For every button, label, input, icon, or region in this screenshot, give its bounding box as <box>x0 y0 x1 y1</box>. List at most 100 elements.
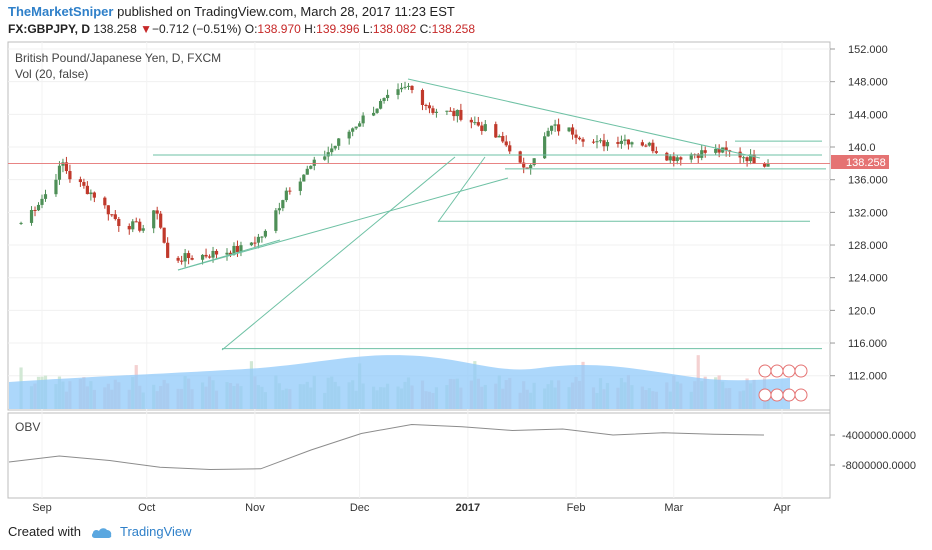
time-tick-label: Feb <box>567 502 586 514</box>
candle-body <box>605 142 610 147</box>
price-chart[interactable]: 152.000 148.000 144.000 140.0 136.000 132.000… <box>0 0 932 520</box>
measured-move-line[interactable] <box>437 156 486 223</box>
low-value: 138.082 <box>372 22 417 36</box>
candle-body <box>204 254 208 257</box>
candle-body <box>305 168 309 175</box>
candle-body <box>274 210 278 231</box>
grid <box>8 42 830 498</box>
candle-body <box>448 110 452 112</box>
candle-body <box>434 111 439 113</box>
volume-label: Vol (20, false) <box>15 67 88 81</box>
price-tick-label: 152.000 <box>848 44 888 56</box>
candle-body <box>570 127 575 135</box>
ohlc-header: FX:GBPJPY, D 138.258 ▼−0.712 (−0.51%) O:… <box>8 22 475 36</box>
candle-body <box>546 130 550 137</box>
candle-body <box>459 109 463 120</box>
candle-body <box>309 165 313 169</box>
candle-body <box>117 218 121 227</box>
flag-icon[interactable] <box>782 388 796 402</box>
candle-body <box>92 192 96 198</box>
candle-body <box>347 131 351 139</box>
candle-body <box>651 142 655 152</box>
candle-body <box>103 197 107 206</box>
flag-icon[interactable] <box>794 388 808 402</box>
measured-move-line[interactable] <box>221 156 456 351</box>
candle-body <box>183 253 187 262</box>
flag-icon[interactable] <box>794 364 808 378</box>
candle-body <box>616 142 620 144</box>
symbol-label: FX:GBPJPY, D <box>8 22 91 36</box>
candle-body <box>598 140 603 142</box>
time-tick-label: Nov <box>245 502 265 514</box>
candle-body <box>190 258 194 260</box>
time-tick-label: Mar <box>664 502 683 514</box>
tradingview-brand-link[interactable]: TradingView <box>120 524 192 539</box>
publish-header: TheMarketSniper published on TradingView… <box>8 4 455 19</box>
candle-body <box>82 182 86 186</box>
flag-icon[interactable] <box>782 364 796 378</box>
candle-body <box>214 250 219 255</box>
event-flags[interactable] <box>758 364 808 402</box>
close-value: 138.258 <box>431 22 476 36</box>
flag-icon[interactable] <box>770 388 784 402</box>
trend-lines <box>8 78 830 351</box>
candle-body <box>78 179 82 183</box>
candle-body <box>127 226 131 230</box>
candle-body <box>29 209 34 223</box>
candle-body <box>256 236 261 243</box>
open-label: O: <box>244 22 258 36</box>
candle-body <box>567 127 571 132</box>
candle-body <box>155 210 159 214</box>
obv-series-line <box>8 423 765 471</box>
candle-body <box>54 179 58 195</box>
candle-body <box>406 85 411 87</box>
candle-body <box>550 125 554 131</box>
candle-body <box>455 109 459 117</box>
candle-body <box>518 151 522 163</box>
flag-icon[interactable] <box>758 364 772 378</box>
ascending-trendline[interactable] <box>177 239 281 271</box>
candle-body <box>647 142 651 146</box>
footer: Created with TradingView <box>8 524 192 539</box>
candle-body <box>679 157 683 160</box>
candle-body <box>134 221 138 223</box>
candle-body <box>131 221 135 230</box>
candle-body <box>378 100 383 109</box>
author-link[interactable]: TheMarketSniper <box>8 4 114 19</box>
candle-body <box>106 205 110 215</box>
candle-body <box>480 125 484 131</box>
obv-label: OBV <box>15 420 40 434</box>
candle-body <box>351 128 355 132</box>
time-tick-label: Oct <box>138 502 155 514</box>
time-tick-label: 2017 <box>456 502 480 514</box>
candle-body <box>33 209 37 211</box>
candle-body <box>239 245 243 253</box>
price-tick-label: 148.000 <box>848 77 888 89</box>
candle-body <box>445 110 449 112</box>
candle-body <box>159 213 163 228</box>
candle-body <box>284 190 288 201</box>
flag-icon[interactable] <box>770 364 784 378</box>
candle-body <box>525 167 529 169</box>
candle-body <box>312 159 316 166</box>
candle-body <box>399 87 404 90</box>
candle-body <box>64 162 69 172</box>
axes: 152.000 148.000 144.000 140.0 136.000 132.000… <box>32 44 916 514</box>
candle-body <box>61 162 65 166</box>
ascending-trendline[interactable] <box>177 177 509 271</box>
candle-body <box>675 157 679 161</box>
change-arrow-icon: ▼ <box>140 22 152 36</box>
candle-body <box>110 214 114 216</box>
flag-icon[interactable] <box>758 388 772 402</box>
candle-body <box>483 124 487 131</box>
descending-trendline[interactable] <box>407 78 761 159</box>
price-tick-label: 128.000 <box>848 240 888 252</box>
candle-body <box>532 158 536 166</box>
time-tick-label: Sep <box>32 502 52 514</box>
last-price-value: 138.258 <box>846 157 886 169</box>
candle-body <box>748 154 753 162</box>
candle-body <box>424 104 428 106</box>
obv-tick-label: -8000000.0000 <box>842 460 916 472</box>
created-with-text: Created with <box>8 524 81 539</box>
candle-body <box>745 157 749 162</box>
